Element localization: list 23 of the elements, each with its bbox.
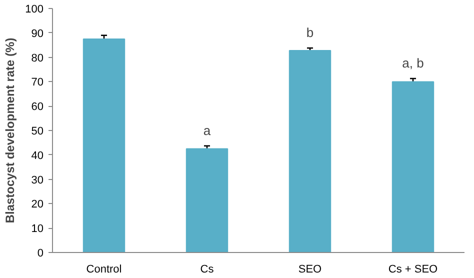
y-tick-label: 20 (31, 198, 44, 211)
annotation: a, b (402, 56, 424, 71)
bar (82, 38, 126, 252)
y-tick-label: 60 (31, 101, 44, 114)
y-tick-label: 50 (31, 126, 44, 138)
y-tick-label: 100 (25, 4, 44, 16)
annotation: b (306, 25, 314, 40)
y-axis-title: Blastocyst development rate (%) (3, 38, 18, 224)
bar (288, 50, 332, 252)
y-tick-label: 40 (31, 150, 44, 162)
bar (186, 148, 228, 252)
x-tick-label: Cs + SEO (388, 264, 438, 276)
x-tick-label: Cs (200, 264, 214, 276)
x-tick-label: SEO (298, 264, 322, 276)
y-tick-label: 30 (31, 174, 44, 186)
y-tick-label: 90 (31, 28, 44, 40)
y-tick-label: 80 (31, 52, 44, 64)
x-tick-label: Control (86, 264, 122, 276)
y-tick-label: 10 (31, 223, 44, 236)
annotation: a (203, 122, 212, 138)
y-tick-label: 0 (37, 248, 44, 260)
bar (392, 81, 434, 252)
y-tick-label: 70 (31, 76, 44, 89)
